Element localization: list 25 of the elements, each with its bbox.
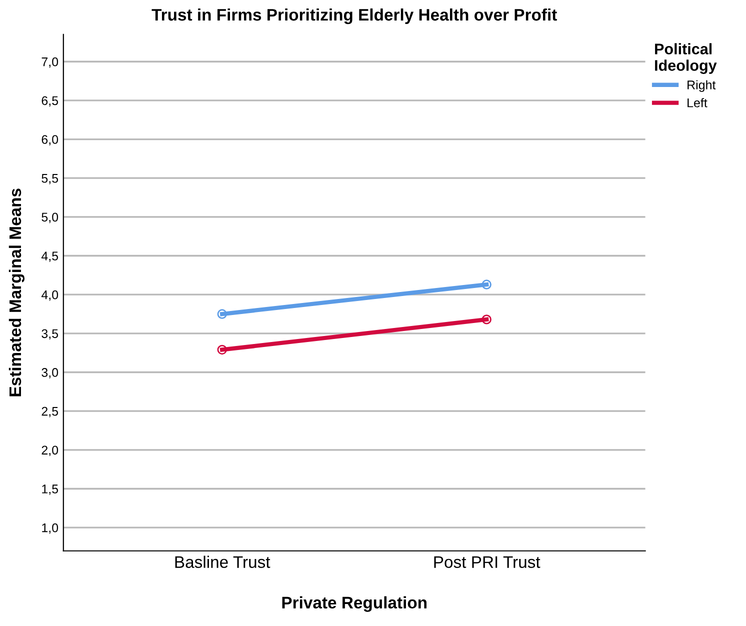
- x-tick-label: Post PRI Trust: [434, 556, 540, 568]
- y-tick-label: 3,0: [42, 368, 58, 378]
- legend-title: Political Ideology: [655, 43, 717, 74]
- point: [482, 280, 492, 290]
- point: [217, 344, 227, 355]
- y-tick-label: 2,0: [42, 446, 58, 456]
- y-axis-title: Estimated Marginal Means: [8, 188, 25, 396]
- legend-label: Right: [688, 80, 716, 92]
- legend-label: Left: [688, 98, 708, 108]
- y-tick-label: 6,5: [42, 96, 58, 107]
- y-tick-label: 6,0: [42, 135, 58, 146]
- y-tick-label: 5,0: [42, 212, 58, 224]
- point: [217, 309, 227, 319]
- y-tick-label: 1,0: [42, 523, 58, 534]
- y-tick-label: 4,5: [41, 252, 58, 262]
- point: [482, 314, 492, 324]
- y-tick-label: 4,0: [41, 290, 58, 301]
- y-tick-label: 1,5: [42, 484, 58, 495]
- chart-title: Trust in Firms Prioritizing Elderly Health over Profit: [152, 8, 557, 24]
- y-tick-label: 2,5: [42, 406, 58, 418]
- x-tick-label: Basline Trust: [175, 556, 270, 568]
- x-axis-title: Private Regulation: [282, 596, 426, 612]
- y-tick-label: 3,5: [42, 329, 58, 340]
- y-tick-label: 5,5: [42, 174, 58, 184]
- y-tick-label: 7,0: [42, 57, 58, 68]
